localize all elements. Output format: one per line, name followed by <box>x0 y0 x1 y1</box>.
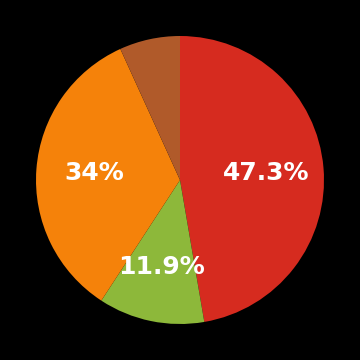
Wedge shape <box>36 49 180 301</box>
Text: 47.3%: 47.3% <box>223 161 309 185</box>
Wedge shape <box>101 180 204 324</box>
Text: 34%: 34% <box>64 162 124 185</box>
Wedge shape <box>180 36 324 322</box>
Wedge shape <box>120 36 180 180</box>
Text: 11.9%: 11.9% <box>118 256 205 279</box>
